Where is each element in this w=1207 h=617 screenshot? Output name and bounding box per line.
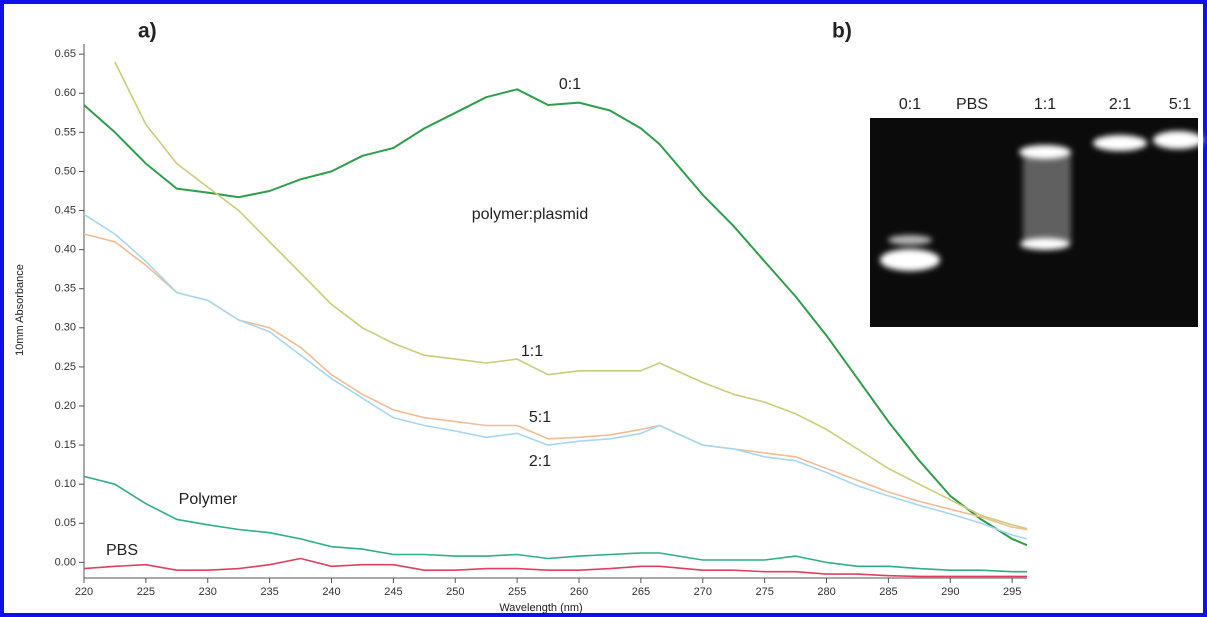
y-tick-label: 0.30: [55, 322, 76, 334]
x-axis-label: Wavelength (nm): [499, 602, 582, 614]
x-tick-label: 240: [322, 586, 340, 598]
x-tick-label: 275: [755, 586, 773, 598]
gel-lane-label: 2:1: [1109, 96, 1131, 113]
y-tick-label: 0.35: [55, 283, 76, 295]
x-tick-label: 270: [694, 586, 712, 598]
series-label: 5:1: [529, 409, 551, 426]
y-tick-label: 0.15: [55, 439, 76, 451]
y-tick-label: 0.10: [55, 478, 76, 490]
panel-label: b): [832, 20, 852, 43]
x-tick-label: 245: [384, 586, 402, 598]
gel-band: [880, 249, 940, 271]
gel-lane-label: 0:1: [899, 96, 921, 113]
y-tick-label: 0.45: [55, 204, 76, 216]
series-line: [83, 475, 1027, 573]
gel-lane-label: 5:1: [1169, 96, 1191, 113]
series-label: 1:1: [521, 343, 543, 360]
series-line: [83, 213, 1028, 540]
x-tick-label: 255: [508, 586, 526, 598]
y-tick-label: 0.20: [55, 400, 76, 412]
gel-band: [1019, 145, 1071, 159]
y-tick-label: 0.65: [55, 48, 76, 60]
annotation: polymer:plasmid: [472, 206, 588, 223]
series-label: PBS: [106, 542, 138, 559]
gel-lane-label: 1:1: [1034, 96, 1056, 113]
gel-band: [1153, 131, 1203, 149]
gel-band: [1020, 238, 1070, 250]
y-tick-label: 0.05: [55, 517, 76, 529]
gel-lane-label: PBS: [956, 96, 988, 113]
y-tick-label: 0.55: [55, 126, 76, 138]
gel-image: [870, 118, 1203, 327]
y-tick-label: 0.40: [55, 244, 76, 256]
y-tick-label: 0.25: [55, 361, 76, 373]
y-tick-label: 0.00: [55, 556, 76, 568]
gel-smear: [1023, 150, 1071, 245]
y-axis-label: 10mm Absorbance: [14, 264, 26, 356]
gel-band: [1093, 135, 1147, 151]
x-tick-label: 265: [632, 586, 650, 598]
x-tick-label: 290: [941, 586, 959, 598]
series-line: [83, 557, 1027, 578]
x-tick-label: 230: [199, 586, 217, 598]
y-tick-label: 0.60: [55, 87, 76, 99]
x-tick-label: 260: [570, 586, 588, 598]
x-tick-label: 235: [260, 586, 278, 598]
y-tick-label: 0.50: [55, 165, 76, 177]
series-label: 0:1: [559, 76, 581, 93]
x-tick-label: 280: [817, 586, 835, 598]
series-line: [114, 61, 1028, 530]
series-line: [83, 88, 1028, 547]
series-label: Polymer: [179, 491, 238, 508]
panel-label: a): [138, 20, 157, 43]
x-tick-label: 220: [75, 586, 93, 598]
x-tick-label: 295: [1003, 586, 1021, 598]
series-label: 2:1: [529, 453, 551, 470]
gel-band: [888, 235, 932, 245]
x-tick-label: 250: [446, 586, 464, 598]
x-tick-label: 285: [879, 586, 897, 598]
x-tick-label: 225: [137, 586, 155, 598]
